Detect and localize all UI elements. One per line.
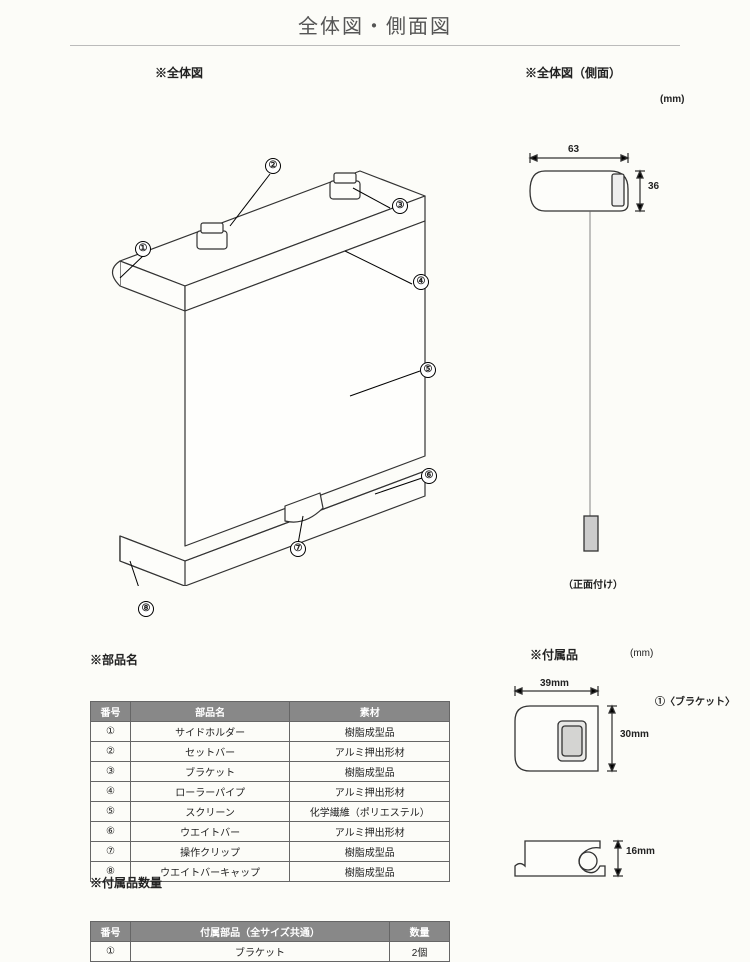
main-diagram-label: ※全体図: [155, 64, 203, 81]
table-row: ⑥ウエイトバーアルミ押出形材: [91, 822, 450, 842]
table-row: ⑦操作クリップ樹脂成型品: [91, 842, 450, 862]
th-name: 部品名: [130, 702, 290, 722]
parts-label: ※部品名: [90, 651, 138, 668]
table-row: ⑤スクリーン化学繊維（ポリエステル）: [91, 802, 450, 822]
accessory-diagram: [490, 666, 710, 926]
callout-4: ④: [413, 274, 429, 290]
callout-1: ①: [135, 241, 151, 257]
table-row: ②セットバーアルミ押出形材: [91, 742, 450, 762]
callout-5: ⑤: [420, 362, 436, 378]
dim-16: 16mm: [626, 846, 655, 857]
page-title: 全体図・側面図: [70, 0, 680, 46]
callout-6: ⑥: [421, 468, 437, 484]
qty-table: 番号 付属部品（全サイズ共通） 数量 ①ブラケット2個: [90, 921, 450, 962]
content: ※全体図 ※全体図（側面） (mm): [0, 46, 750, 926]
callout-7: ⑦: [290, 541, 306, 557]
parts-table: 番号 部品名 素材 ①サイドホルダー樹脂成型品②セットバーアルミ押出形材③ブラケ…: [90, 701, 450, 882]
acc-label: ※付属品: [530, 646, 578, 663]
table-row: ①ブラケット2個: [91, 942, 450, 962]
side-diagram-label: ※全体図（側面）: [525, 64, 621, 81]
dim-39: 39mm: [540, 678, 569, 689]
side-diagram: [500, 116, 700, 596]
callout-2: ②: [265, 158, 281, 174]
th-num: 番号: [91, 702, 131, 722]
side-caption: （正面付け）: [563, 576, 623, 591]
acc-unit: (mm): [630, 648, 653, 659]
unit-label: (mm): [660, 94, 684, 105]
dim-63: 63: [568, 144, 579, 155]
table-row: ④ローラーパイプアルミ押出形材: [91, 782, 450, 802]
th-mat: 素材: [290, 702, 450, 722]
qty-label: ※付属品数量: [90, 874, 162, 891]
callout-leaders: [85, 106, 455, 586]
dim-30: 30mm: [620, 729, 649, 740]
table-row: ①サイドホルダー樹脂成型品: [91, 722, 450, 742]
callout-3: ③: [392, 198, 408, 214]
callout-8: ⑧: [138, 601, 154, 617]
table-row: ③ブラケット樹脂成型品: [91, 762, 450, 782]
dim-36: 36: [648, 181, 659, 192]
